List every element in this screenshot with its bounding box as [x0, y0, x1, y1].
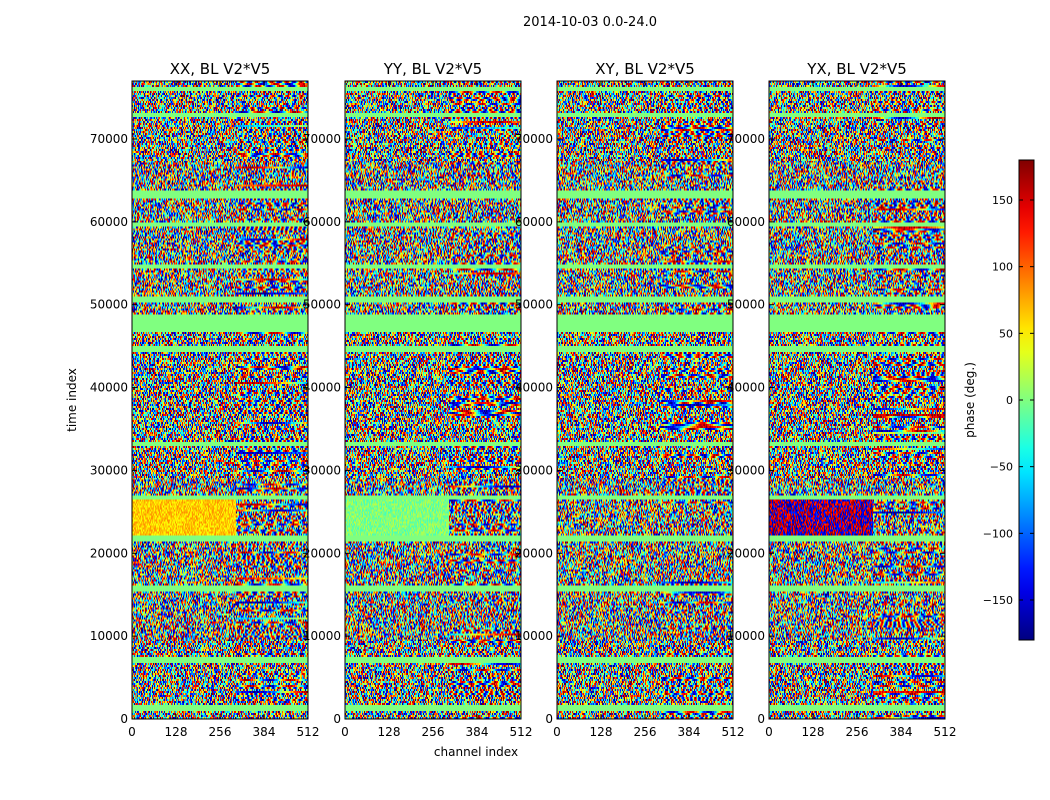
y-axis-label: time index [65, 368, 79, 432]
y-tick-label: 30000 [727, 463, 765, 477]
panel-title: YX, BL V2*V5 [806, 60, 907, 78]
y-tick-label: 60000 [515, 215, 553, 229]
y-tick-label: 20000 [515, 546, 553, 560]
colorbar-tick-label: −50 [990, 461, 1013, 474]
x-tick-label: 256 [209, 725, 232, 739]
x-tick-label: 128 [802, 725, 825, 739]
x-tick-label: 384 [253, 725, 276, 739]
phase-heatmap-yy [345, 81, 521, 719]
panel-yx: YX, BL V2*V5 0 128 256 384 512 0 10000 20000 3000… [727, 60, 957, 739]
colorbar-tick-label: −150 [983, 594, 1013, 607]
y-tick-label: 70000 [90, 132, 128, 146]
y-tick-label: 70000 [515, 132, 553, 146]
x-tick-label: 384 [466, 725, 489, 739]
x-tick-label: 256 [846, 725, 869, 739]
x-tick-label: 128 [590, 725, 613, 739]
x-tick-label: 0 [765, 725, 773, 739]
y-tick-label: 0 [333, 712, 341, 726]
y-tick-label: 10000 [727, 629, 765, 643]
colorbar-tick-label: 50 [999, 327, 1013, 340]
phase-heatmap-xx [132, 81, 308, 719]
x-tick-label: 512 [297, 725, 320, 739]
y-tick-label: 10000 [90, 629, 128, 643]
y-tick-label: 0 [757, 712, 765, 726]
x-tick-label: 128 [378, 725, 401, 739]
panels-group: XX, BL V2*V5 0 128 256 384 512 0 10000 20000 3000… [65, 60, 956, 759]
y-tick-label: 30000 [303, 463, 341, 477]
y-tick-label: 50000 [90, 298, 128, 312]
x-tick-label: 0 [553, 725, 561, 739]
y-tick-label: 50000 [303, 298, 341, 312]
x-tick-label: 512 [722, 725, 745, 739]
y-tick-label: 40000 [727, 381, 765, 395]
y-tick-label: 20000 [90, 546, 128, 560]
y-tick-label: 40000 [515, 381, 553, 395]
y-tick-label: 0 [120, 712, 128, 726]
x-tick-label: 256 [422, 725, 445, 739]
colorbar-tick-label: 150 [992, 194, 1013, 207]
phase-heatmap-xy [557, 81, 733, 719]
colorbar-tick-label: −100 [983, 527, 1013, 540]
panel-yy: YY, BL V2*V5 0 128 256 384 512 0 10000 20000 3000… [303, 60, 533, 739]
panel-title: YY, BL V2*V5 [383, 60, 482, 78]
x-tick-label: 384 [678, 725, 701, 739]
y-tick-label: 30000 [515, 463, 553, 477]
panel-title: XX, BL V2*V5 [170, 60, 271, 78]
panel-xy: XY, BL V2*V5 0 128 256 384 512 0 10000 20000 3000… [515, 60, 745, 739]
y-tick-label: 50000 [727, 298, 765, 312]
y-tick-label: 40000 [303, 381, 341, 395]
colorbar-label: phase (deg.) [963, 362, 977, 438]
y-tick-label: 30000 [90, 463, 128, 477]
x-tick-label: 512 [510, 725, 533, 739]
x-tick-label: 384 [890, 725, 913, 739]
panel-title: XY, BL V2*V5 [595, 60, 695, 78]
x-tick-label: 0 [341, 725, 349, 739]
y-tick-label: 0 [545, 712, 553, 726]
y-tick-label: 10000 [515, 629, 553, 643]
x-axis-label: channel index [434, 745, 518, 759]
figure-suptitle: 2014-10-03 0.0-24.0 [523, 15, 657, 30]
panel-xx: XX, BL V2*V5 0 128 256 384 512 0 10000 20000 3000… [90, 60, 320, 739]
y-tick-label: 20000 [727, 546, 765, 560]
y-tick-label: 50000 [515, 298, 553, 312]
y-tick-label: 40000 [90, 381, 128, 395]
x-tick-label: 0 [128, 725, 136, 739]
y-tick-label: 10000 [303, 629, 341, 643]
y-tick-label: 60000 [727, 215, 765, 229]
y-tick-label: 70000 [727, 132, 765, 146]
y-tick-label: 60000 [90, 215, 128, 229]
x-tick-label: 128 [165, 725, 188, 739]
y-tick-label: 20000 [303, 546, 341, 560]
phase-heatmap-yx [769, 81, 945, 719]
x-tick-label: 256 [634, 725, 657, 739]
colorbar: 150 100 50 0 −50 −100 −150 phase (deg.) [963, 159, 1035, 641]
colorbar-tick-label: 0 [1006, 394, 1013, 407]
colorbar-tick-label: 100 [992, 261, 1013, 274]
y-tick-label: 70000 [303, 132, 341, 146]
x-tick-label: 512 [934, 725, 957, 739]
y-tick-label: 60000 [303, 215, 341, 229]
